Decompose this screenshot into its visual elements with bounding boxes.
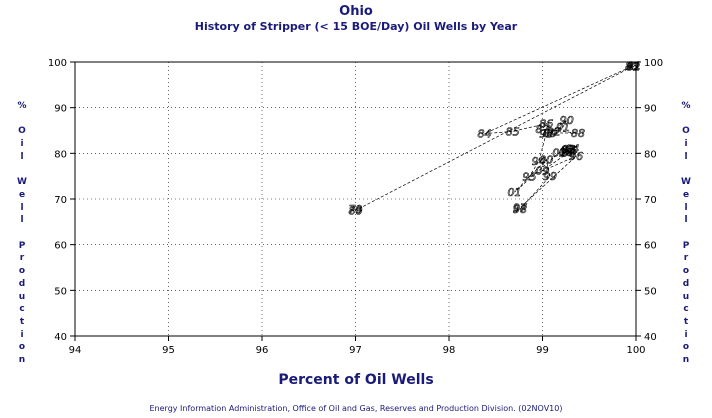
y-axis-label-char: u xyxy=(18,291,26,302)
y-axis-label-char: n xyxy=(18,355,26,366)
y-axis-label-char: t xyxy=(19,316,25,327)
y-axis-label-char: W xyxy=(17,177,27,188)
data-point-97: 97 xyxy=(513,202,527,215)
y-axis-label-char: e xyxy=(682,189,690,200)
y-axis-label-char: P xyxy=(682,240,690,251)
data-point-96: 96 xyxy=(569,150,583,163)
data-point-95: 95 xyxy=(522,171,536,184)
x-tick-label: 100 xyxy=(626,345,645,356)
data-point-89: 89 xyxy=(543,127,557,140)
data-point-05: 05 xyxy=(564,145,578,158)
y-tick-label-right: 100 xyxy=(644,58,663,69)
x-tick-label: 96 xyxy=(256,345,269,356)
y-tick-label-right: 50 xyxy=(644,286,657,297)
y-tick-label-left: 90 xyxy=(54,104,67,115)
y-axis-label-char: e xyxy=(18,189,26,200)
y-axis-label-char: O xyxy=(682,126,690,137)
y-axis-label-char: W xyxy=(681,177,691,188)
y-tick-label-right: 70 xyxy=(644,195,657,206)
y-axis-label-char: i xyxy=(684,329,688,340)
chart-subtitle: History of Stripper (< 15 BOE/Day) Oil W… xyxy=(194,20,518,33)
y-axis-label-char: o xyxy=(18,342,26,353)
y-axis-label-char: i xyxy=(20,329,24,340)
y-axis-label-char: o xyxy=(18,266,26,277)
y-axis-label-char: l xyxy=(684,215,688,226)
chart-title: Ohio xyxy=(339,4,373,19)
data-point-04: 04 xyxy=(565,142,579,155)
data-point-81: 81 xyxy=(627,60,641,73)
y-axis-label-char: c xyxy=(683,304,689,315)
y-tick-label-left: 100 xyxy=(48,58,67,69)
y-axis-label-char: o xyxy=(682,342,690,353)
data-point-85: 85 xyxy=(506,125,520,138)
y-tick-label-right: 40 xyxy=(644,332,657,343)
x-tick-label: 95 xyxy=(162,345,175,356)
y-axis-label-char: % xyxy=(17,101,27,111)
y-axis-label-char: l xyxy=(684,151,688,162)
data-point-84: 84 xyxy=(478,128,492,141)
data-point-87: 87 xyxy=(536,123,550,136)
y-tick-label-left: 80 xyxy=(54,149,67,160)
data-point-91: 91 xyxy=(556,121,570,134)
x-tick-label: 99 xyxy=(536,345,549,356)
x-tick-label: 94 xyxy=(69,345,82,356)
y-tick-label-right: 90 xyxy=(644,104,657,115)
y-axis-label-char: l xyxy=(20,215,24,226)
y-axis-label-char: c xyxy=(19,304,25,315)
data-point-99: 99 xyxy=(543,170,557,183)
y-axis-label-char: l xyxy=(20,151,24,162)
data-point-98: 98 xyxy=(513,203,527,216)
trajectory-line xyxy=(355,65,635,211)
y-axis-label-char: l xyxy=(684,202,688,213)
data-point-08: 08 xyxy=(562,146,576,159)
data-point-88: 88 xyxy=(571,127,585,140)
data-point-86: 86 xyxy=(539,118,553,131)
x-axis-label: Percent of Oil Wells xyxy=(278,372,434,388)
y-axis-label-char: l xyxy=(20,202,24,213)
data-point-80: 80 xyxy=(349,204,363,217)
y-tick-label-left: 70 xyxy=(54,195,67,206)
data-point-09: 09 xyxy=(536,165,550,178)
x-tick-label: 97 xyxy=(349,345,362,356)
y-axis-label-char: d xyxy=(682,278,690,289)
y-tick-label-left: 40 xyxy=(54,332,67,343)
y-tick-label-right: 80 xyxy=(644,149,657,160)
y-axis-label-char: i xyxy=(20,139,24,150)
data-point-92: 92 xyxy=(547,125,561,138)
y-axis-label-char: i xyxy=(684,139,688,150)
y-tick-label-left: 50 xyxy=(54,286,67,297)
data-point-79: 79 xyxy=(349,203,363,216)
data-point-07: 07 xyxy=(561,144,575,157)
data-point-02: 02 xyxy=(552,146,566,159)
y-axis-label-char: r xyxy=(683,253,689,264)
data-point-90: 90 xyxy=(560,114,574,127)
y-axis-label-char: P xyxy=(18,240,26,251)
y-tick-label-right: 60 xyxy=(644,241,657,252)
y-axis-label-char: o xyxy=(682,266,690,277)
y-axis-label-char: O xyxy=(18,126,26,137)
y-axis-label-char: d xyxy=(18,278,26,289)
data-point-03: 03 xyxy=(562,143,576,156)
y-tick-label-left: 60 xyxy=(54,241,67,252)
y-axis-label-char: % xyxy=(681,101,691,111)
y-axis-label-char: t xyxy=(683,316,689,327)
footer-note: Energy Information Administration, Offic… xyxy=(149,404,563,413)
data-point-94: 94 xyxy=(532,155,546,168)
y-axis-label-char: r xyxy=(19,253,25,264)
y-axis-label-char: n xyxy=(682,355,690,366)
data-point-00: 00 xyxy=(539,154,553,167)
data-point-01: 01 xyxy=(507,186,521,199)
data-point-82: 82 xyxy=(626,61,640,74)
data-point-06: 06 xyxy=(559,146,573,159)
x-tick-label: 98 xyxy=(443,345,456,356)
y-axis-label-char: u xyxy=(682,291,690,302)
data-point-93: 93 xyxy=(539,128,553,141)
data-point-83: 83 xyxy=(625,60,639,73)
